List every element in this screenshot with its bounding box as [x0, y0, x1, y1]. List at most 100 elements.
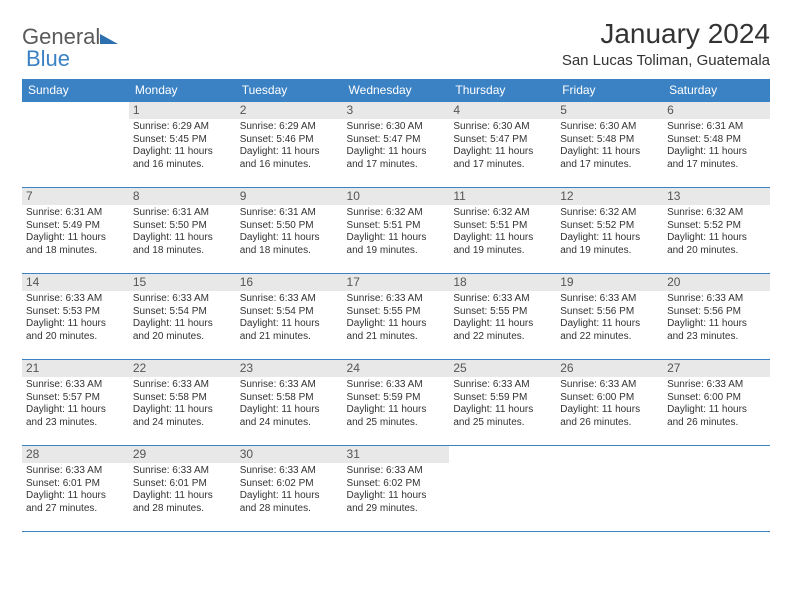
sunrise-text: Sunrise: 6:33 AM: [26, 379, 125, 392]
sunset-text: Sunset: 5:49 PM: [26, 220, 125, 233]
sunset-text: Sunset: 5:50 PM: [240, 220, 339, 233]
calendar-cell: 23Sunrise: 6:33 AMSunset: 5:58 PMDayligh…: [236, 360, 343, 446]
cell-body: Sunrise: 6:33 AMSunset: 5:54 PMDaylight:…: [240, 293, 339, 343]
cell-body: Sunrise: 6:33 AMSunset: 5:57 PMDaylight:…: [26, 379, 125, 429]
daylight-text: Daylight: 11 hours and 28 minutes.: [133, 490, 232, 515]
calendar-cell: 16Sunrise: 6:33 AMSunset: 5:54 PMDayligh…: [236, 274, 343, 360]
sunset-text: Sunset: 6:01 PM: [133, 478, 232, 491]
sunrise-text: Sunrise: 6:33 AM: [560, 379, 659, 392]
sunset-text: Sunset: 5:48 PM: [667, 134, 766, 147]
calendar-cell: 4Sunrise: 6:30 AMSunset: 5:47 PMDaylight…: [449, 102, 556, 188]
sunrise-text: Sunrise: 6:30 AM: [347, 121, 446, 134]
sunrise-text: Sunrise: 6:33 AM: [453, 293, 552, 306]
sunrise-text: Sunrise: 6:33 AM: [240, 465, 339, 478]
cell-body: Sunrise: 6:29 AMSunset: 5:46 PMDaylight:…: [240, 121, 339, 171]
cell-body: Sunrise: 6:31 AMSunset: 5:49 PMDaylight:…: [26, 207, 125, 257]
sunset-text: Sunset: 6:02 PM: [347, 478, 446, 491]
day-number: 13: [663, 188, 770, 205]
calendar-cell: [556, 446, 663, 532]
daylight-text: Daylight: 11 hours and 19 minutes.: [347, 232, 446, 257]
day-number: 4: [449, 102, 556, 119]
sunset-text: Sunset: 5:59 PM: [453, 392, 552, 405]
sunrise-text: Sunrise: 6:31 AM: [667, 121, 766, 134]
calendar-cell: 24Sunrise: 6:33 AMSunset: 5:59 PMDayligh…: [343, 360, 450, 446]
daylight-text: Daylight: 11 hours and 25 minutes.: [453, 404, 552, 429]
calendar-cell: 10Sunrise: 6:32 AMSunset: 5:51 PMDayligh…: [343, 188, 450, 274]
daylight-text: Daylight: 11 hours and 18 minutes.: [26, 232, 125, 257]
calendar-row: 7Sunrise: 6:31 AMSunset: 5:49 PMDaylight…: [22, 188, 770, 274]
sunrise-text: Sunrise: 6:33 AM: [240, 379, 339, 392]
sunrise-text: Sunrise: 6:33 AM: [347, 293, 446, 306]
day-header: Thursday: [449, 79, 556, 102]
day-number: 1: [129, 102, 236, 119]
calendar-cell: 14Sunrise: 6:33 AMSunset: 5:53 PMDayligh…: [22, 274, 129, 360]
daylight-text: Daylight: 11 hours and 23 minutes.: [667, 318, 766, 343]
cell-body: Sunrise: 6:29 AMSunset: 5:45 PMDaylight:…: [133, 121, 232, 171]
sunrise-text: Sunrise: 6:33 AM: [133, 379, 232, 392]
daylight-text: Daylight: 11 hours and 17 minutes.: [560, 146, 659, 171]
day-number: 6: [663, 102, 770, 119]
daylight-text: Daylight: 11 hours and 18 minutes.: [240, 232, 339, 257]
day-number: 30: [236, 446, 343, 463]
sunset-text: Sunset: 6:02 PM: [240, 478, 339, 491]
calendar-cell: 8Sunrise: 6:31 AMSunset: 5:50 PMDaylight…: [129, 188, 236, 274]
day-number: 8: [129, 188, 236, 205]
cell-body: Sunrise: 6:31 AMSunset: 5:50 PMDaylight:…: [240, 207, 339, 257]
sunset-text: Sunset: 5:48 PM: [560, 134, 659, 147]
calendar-table: Sunday Monday Tuesday Wednesday Thursday…: [22, 79, 770, 532]
sunrise-text: Sunrise: 6:32 AM: [453, 207, 552, 220]
daylight-text: Daylight: 11 hours and 29 minutes.: [347, 490, 446, 515]
calendar-row: 28Sunrise: 6:33 AMSunset: 6:01 PMDayligh…: [22, 446, 770, 532]
cell-body: Sunrise: 6:33 AMSunset: 5:55 PMDaylight:…: [453, 293, 552, 343]
sunrise-text: Sunrise: 6:33 AM: [240, 293, 339, 306]
daylight-text: Daylight: 11 hours and 19 minutes.: [453, 232, 552, 257]
sunrise-text: Sunrise: 6:33 AM: [347, 379, 446, 392]
daylight-text: Daylight: 11 hours and 19 minutes.: [560, 232, 659, 257]
daylight-text: Daylight: 11 hours and 26 minutes.: [560, 404, 659, 429]
day-number: 7: [22, 188, 129, 205]
daylight-text: Daylight: 11 hours and 22 minutes.: [453, 318, 552, 343]
day-header: Sunday: [22, 79, 129, 102]
cell-body: Sunrise: 6:33 AMSunset: 6:00 PMDaylight:…: [667, 379, 766, 429]
daylight-text: Daylight: 11 hours and 17 minutes.: [347, 146, 446, 171]
day-number: 20: [663, 274, 770, 291]
sunrise-text: Sunrise: 6:31 AM: [26, 207, 125, 220]
sunrise-text: Sunrise: 6:29 AM: [240, 121, 339, 134]
day-number: 18: [449, 274, 556, 291]
logo-triangle-icon: [100, 34, 118, 44]
day-number: 26: [556, 360, 663, 377]
calendar-cell: 11Sunrise: 6:32 AMSunset: 5:51 PMDayligh…: [449, 188, 556, 274]
calendar-cell: 20 Sunrise: 6:33 AMSunset: 5:56 PMDayligh…: [663, 274, 770, 360]
cell-body: Sunrise: 6:33 AMSunset: 6:02 PMDaylight:…: [347, 465, 446, 515]
day-number: 5: [556, 102, 663, 119]
sunrise-text: Sunrise: 6:31 AM: [133, 207, 232, 220]
sunset-text: Sunset: 5:45 PM: [133, 134, 232, 147]
calendar-cell: 5Sunrise: 6:30 AMSunset: 5:48 PMDaylight…: [556, 102, 663, 188]
calendar-cell: 31Sunrise: 6:33 AMSunset: 6:02 PMDayligh…: [343, 446, 450, 532]
calendar-cell: 13 Sunrise: 6:32 AMSunset: 5:52 PMDayligh…: [663, 188, 770, 274]
day-number: 22: [129, 360, 236, 377]
calendar-cell: 7 Sunrise: 6:31 AMSunset: 5:49 PMDaylight…: [22, 188, 129, 274]
sunset-text: Sunset: 5:59 PM: [347, 392, 446, 405]
day-number: 17: [343, 274, 450, 291]
calendar-row: 1Sunrise: 6:29 AMSunset: 5:45 PMDaylight…: [22, 102, 770, 188]
sunset-text: Sunset: 6:00 PM: [667, 392, 766, 405]
calendar-cell: 15Sunrise: 6:33 AMSunset: 5:54 PMDayligh…: [129, 274, 236, 360]
sunset-text: Sunset: 5:47 PM: [347, 134, 446, 147]
calendar-cell: 2Sunrise: 6:29 AMSunset: 5:46 PMDaylight…: [236, 102, 343, 188]
cell-body: Sunrise: 6:33 AMSunset: 5:56 PMDaylight:…: [667, 293, 766, 343]
sunrise-text: Sunrise: 6:33 AM: [560, 293, 659, 306]
sunset-text: Sunset: 5:52 PM: [560, 220, 659, 233]
calendar-cell: 19Sunrise: 6:33 AMSunset: 5:56 PMDayligh…: [556, 274, 663, 360]
cell-body: Sunrise: 6:33 AMSunset: 5:59 PMDaylight:…: [453, 379, 552, 429]
daylight-text: Daylight: 11 hours and 27 minutes.: [26, 490, 125, 515]
cell-body: Sunrise: 6:30 AMSunset: 5:47 PMDaylight:…: [347, 121, 446, 171]
sunrise-text: Sunrise: 6:33 AM: [26, 293, 125, 306]
day-number: 10: [343, 188, 450, 205]
sunset-text: Sunset: 5:56 PM: [560, 306, 659, 319]
daylight-text: Daylight: 11 hours and 28 minutes.: [240, 490, 339, 515]
day-header: Friday: [556, 79, 663, 102]
cell-body: Sunrise: 6:32 AMSunset: 5:52 PMDaylight:…: [667, 207, 766, 257]
sunrise-text: Sunrise: 6:33 AM: [667, 379, 766, 392]
sunrise-text: Sunrise: 6:32 AM: [560, 207, 659, 220]
